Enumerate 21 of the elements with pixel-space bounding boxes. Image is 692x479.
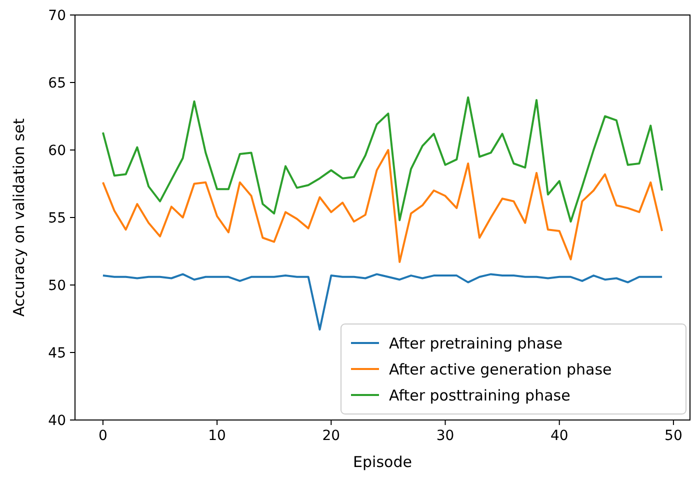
x-tick-label: 20 — [322, 428, 340, 444]
line-series — [102, 96, 664, 223]
y-tick-label: 65 — [48, 75, 66, 92]
y-tick-label: 50 — [48, 278, 66, 294]
x-tick-label: 40 — [550, 428, 568, 444]
legend-label: After active generation phase — [389, 360, 612, 378]
x-tick-label: 10 — [208, 428, 226, 444]
y-tick-label: 60 — [48, 142, 66, 159]
y-tick-label: 55 — [48, 210, 66, 226]
line-series — [102, 273, 664, 331]
x-tick-label: 0 — [98, 428, 108, 444]
legend-label: After pretraining phase — [389, 334, 563, 352]
x-axis-title: Episode — [353, 453, 412, 471]
x-tick-label: 50 — [664, 428, 682, 444]
x-tick-label: 30 — [436, 428, 454, 444]
y-tick-label: 45 — [48, 345, 66, 362]
legend-label: After posttraining phase — [389, 386, 570, 404]
line-series — [102, 149, 664, 264]
y-axis-title: Accuracy on validation set — [10, 118, 28, 317]
y-tick-label: 40 — [48, 412, 66, 429]
y-tick-label: 70 — [48, 8, 66, 24]
